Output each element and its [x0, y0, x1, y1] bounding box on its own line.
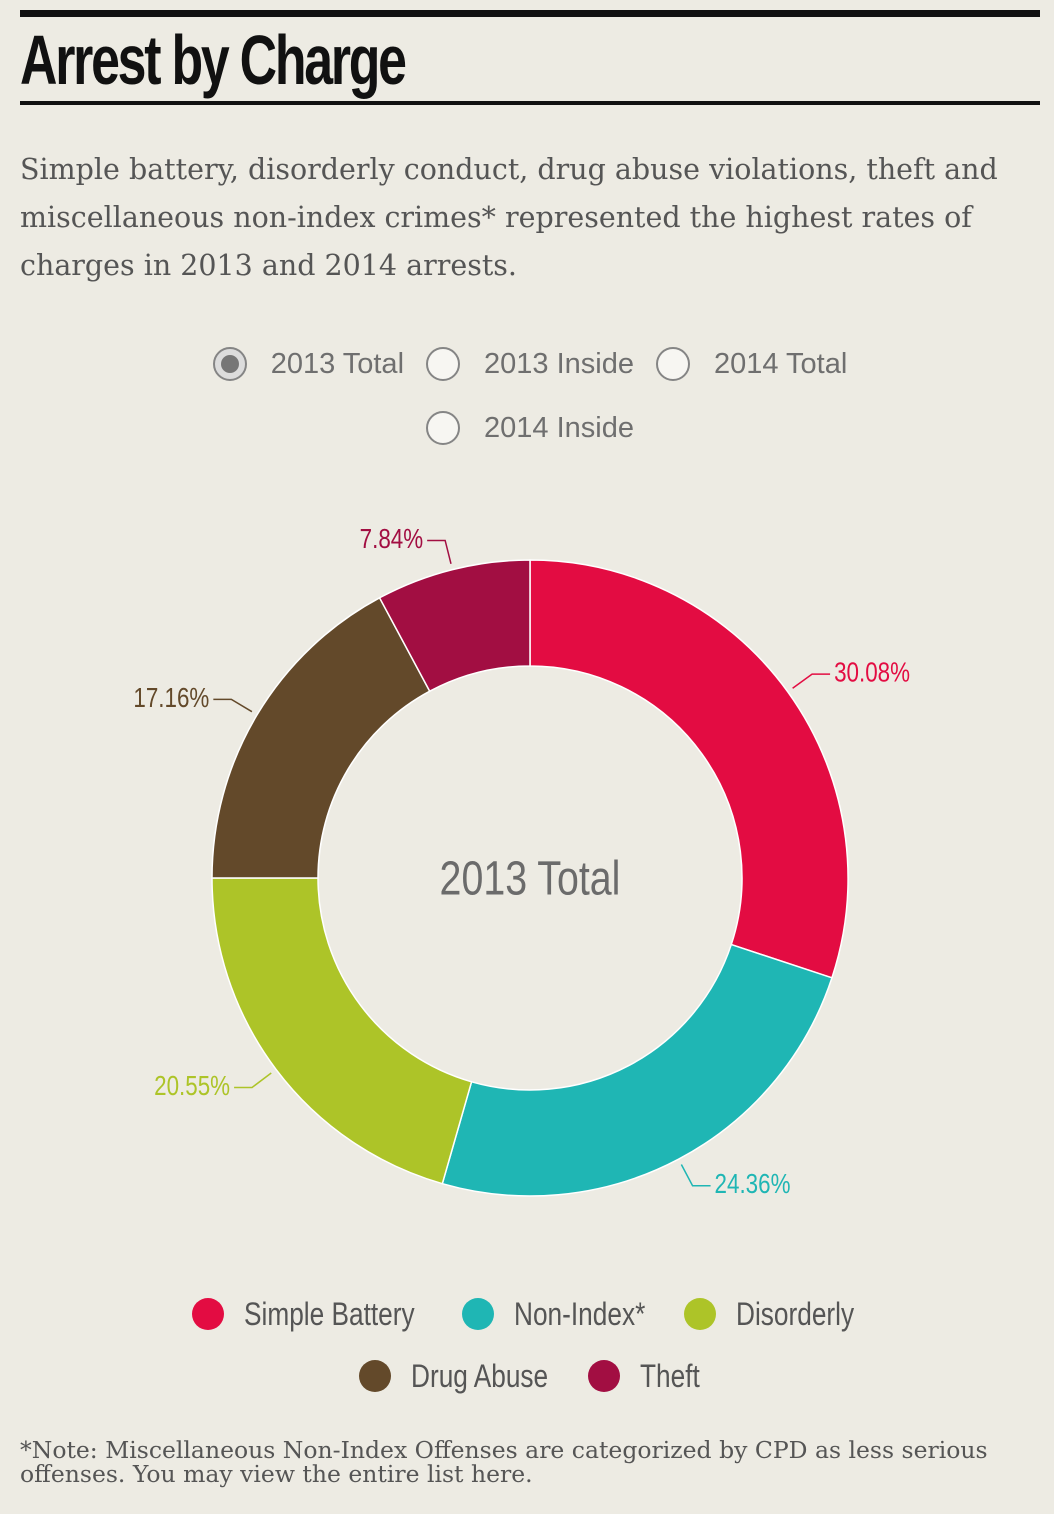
leader-line [213, 698, 253, 713]
leader-line [427, 539, 452, 564]
legend-swatch [191, 1298, 224, 1330]
legend-item[interactable]: Disorderly [684, 1290, 868, 1338]
donut-chart: 30.08% 24.36% 20.55% 17.16% 7.84% 2013 Total [133, 524, 910, 1200]
radio-label: 2013 Total [270, 347, 405, 380]
title-bottom-rule [20, 101, 1040, 105]
radio-label: 2014 Inside [484, 411, 634, 444]
slices-layer [211, 559, 849, 1197]
legend-swatch [588, 1360, 621, 1392]
leader-line [234, 1072, 272, 1089]
radio-button[interactable] [426, 411, 461, 445]
radio-option-2014-inside[interactable]: 2014 Inside [426, 404, 634, 452]
radio-button[interactable] [655, 347, 690, 381]
data-label: 24.36% [715, 1169, 791, 1200]
radio-option-2014-total[interactable]: 2014 Total [655, 340, 848, 388]
legend-item[interactable]: Drug Abuse [358, 1352, 566, 1400]
data-label: 20.55% [154, 1071, 230, 1102]
slice-simple-battery[interactable] [529, 559, 849, 979]
leader-lines-layer [213, 539, 831, 1187]
legend-label: Theft [640, 1357, 700, 1394]
page-title: Arrest by Charge [20, 21, 407, 99]
legend-label: Disorderly [736, 1295, 855, 1332]
footnote: *Note: Miscellaneous Non-Index Offenses … [20, 1436, 988, 1488]
legend-swatch [684, 1298, 717, 1330]
dataset-selector: 2013 Total 2013 Inside 2014 Total 2014 I… [160, 340, 900, 452]
title-top-rule [20, 10, 1040, 17]
data-label: 30.08% [834, 657, 910, 688]
slice-non-index[interactable] [441, 943, 833, 1197]
slice-drug-abuse[interactable] [211, 596, 431, 879]
legend-item[interactable]: Non-Index* [461, 1290, 662, 1338]
data-labels-layer: 30.08% 24.36% 20.55% 17.16% 7.84% [133, 524, 910, 1200]
radio-option-2013-inside[interactable]: 2013 Inside [426, 340, 634, 388]
radio-button[interactable] [212, 347, 247, 381]
legend-item[interactable]: Theft [588, 1352, 701, 1400]
legend-label: Simple Battery [243, 1295, 415, 1332]
leader-line [680, 1164, 711, 1187]
legend-swatch [461, 1298, 494, 1330]
leader-line [792, 673, 831, 689]
radio-option-2013-total[interactable]: 2013 Total [212, 340, 405, 388]
data-label: 17.16% [133, 682, 209, 713]
slice-disorderly[interactable] [211, 877, 473, 1185]
data-label: 7.84% [360, 524, 423, 555]
radio-label: 2013 Inside [484, 347, 634, 380]
center-label: 2013 Total [440, 852, 621, 906]
intro-paragraph: Simple battery, disorderly conduct, drug… [20, 153, 998, 282]
legend-swatch [358, 1360, 391, 1392]
legend-item[interactable]: Simple Battery [191, 1290, 440, 1338]
legend-label: Drug Abuse [410, 1357, 549, 1394]
radio-label: 2014 Total [713, 347, 848, 380]
legend-label: Non-Index* [513, 1295, 646, 1332]
radio-button[interactable] [426, 347, 461, 381]
chart-legend: Simple Battery Non-Index* Disorderly Drug A… [90, 1290, 970, 1400]
slice-theft[interactable] [378, 559, 531, 693]
